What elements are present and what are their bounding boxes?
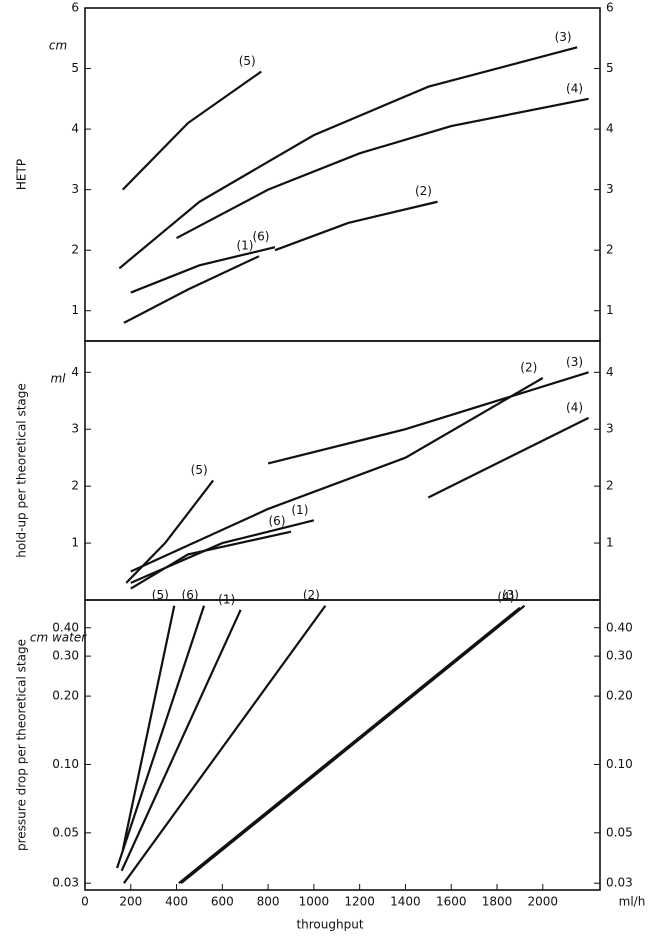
series-line — [176, 97, 589, 240]
y-tick-label: 0.20 — [606, 689, 633, 703]
series-line — [118, 46, 578, 270]
y-tick-label: 0.30 — [606, 649, 633, 663]
y-tick-label: 0.20 — [52, 689, 79, 703]
series-label: (6) — [269, 514, 286, 528]
series-line — [274, 200, 438, 252]
y-tick-label: 4 — [71, 365, 79, 379]
series-label: (4) — [497, 590, 514, 604]
y-tick-label: 2 — [71, 479, 79, 493]
y-tick-label: 1 — [71, 536, 79, 550]
x-axis-label: throughput — [296, 918, 363, 932]
y-tick-label: 0.05 — [52, 825, 79, 839]
x-tick-label: 1000 — [299, 895, 330, 909]
series-label: (2) — [415, 184, 432, 198]
y-tick-label: 3 — [71, 182, 79, 196]
y-tick-label: 2 — [606, 243, 614, 257]
x-tick-label: 800 — [257, 895, 280, 909]
series-label: (1) — [218, 592, 235, 606]
series-line — [120, 609, 242, 872]
series-label: (4) — [566, 81, 583, 95]
y-tick-label: 0.40 — [52, 620, 79, 634]
series-label: (3) — [566, 355, 583, 369]
y-tick-label: 0.10 — [52, 757, 79, 771]
x-tick-label: 200 — [119, 895, 142, 909]
panel-frame — [84, 7, 601, 342]
x-tick-label: 600 — [211, 895, 234, 909]
x-tick-label: 2000 — [528, 895, 559, 909]
y-tick-label: 0.03 — [52, 876, 79, 890]
series-label: (3) — [555, 30, 572, 44]
series-line — [123, 605, 327, 884]
series-line — [125, 479, 215, 584]
y-tick-label: 5 — [606, 61, 614, 75]
x-tick-label: 400 — [165, 895, 188, 909]
y-tick-label: 5 — [71, 61, 79, 75]
x-unit: ml/h — [619, 895, 646, 909]
series-label: (2) — [520, 361, 537, 375]
y-tick-label: 0.40 — [606, 620, 633, 634]
x-tick-label: 1400 — [390, 895, 421, 909]
series-label: (1) — [236, 239, 253, 253]
y-tick-label: 1 — [606, 536, 614, 550]
y-tick-label: 2 — [71, 243, 79, 257]
series-label: (4) — [566, 400, 583, 414]
x-tick-label: 1200 — [344, 895, 375, 909]
y-tick-label: 0.10 — [606, 757, 633, 771]
series-label: (1) — [291, 503, 308, 517]
y-tick-label: 4 — [71, 122, 79, 136]
series-line — [130, 377, 544, 573]
series-label: (5) — [152, 588, 169, 602]
panel-frame — [84, 340, 601, 601]
y-tick-label: 1 — [606, 303, 614, 317]
x-tick-label: 1800 — [482, 895, 513, 909]
y-tick-label: 0.30 — [52, 649, 79, 663]
series-label: (5) — [239, 54, 256, 68]
series-line — [130, 530, 292, 590]
y-tick-label: 0.05 — [606, 825, 633, 839]
series-line — [267, 371, 589, 465]
y-tick-label: 1 — [71, 303, 79, 317]
y-tick-label: 4 — [606, 365, 614, 379]
y-unit: ml — [50, 372, 66, 386]
y-unit: cm water — [30, 631, 87, 645]
panel-frame — [84, 599, 601, 891]
series-label: (5) — [191, 463, 208, 477]
y-tick-label: 6 — [71, 1, 79, 15]
y-axis-label: pressure drop per theoretical stage — [15, 639, 29, 851]
series-label: (2) — [303, 588, 320, 602]
series-label: (6) — [252, 230, 269, 244]
y-tick-label: 6 — [606, 1, 614, 15]
series-line — [427, 416, 590, 499]
series-line — [178, 606, 521, 885]
y-tick-label: 2 — [606, 479, 614, 493]
series-line — [121, 605, 176, 851]
series-line — [121, 70, 262, 191]
y-tick-label: 3 — [71, 422, 79, 436]
y-axis-label: hold-up per theoretical stage — [15, 383, 29, 558]
series-label: (6) — [182, 588, 199, 602]
series-line — [180, 604, 526, 885]
x-tick-label: 1600 — [436, 895, 467, 909]
y-tick-label: 0.03 — [606, 876, 633, 890]
series-line — [116, 605, 206, 869]
y-tick-label: 4 — [606, 122, 614, 136]
y-unit: cm — [49, 39, 67, 53]
y-tick-label: 3 — [606, 422, 614, 436]
series-line — [123, 255, 260, 324]
x-tick-label: 0 — [81, 895, 89, 909]
series-line — [130, 246, 276, 294]
series-label: (3) — [502, 588, 519, 602]
y-axis-label: HETP — [15, 159, 29, 190]
y-tick-label: 3 — [606, 182, 614, 196]
